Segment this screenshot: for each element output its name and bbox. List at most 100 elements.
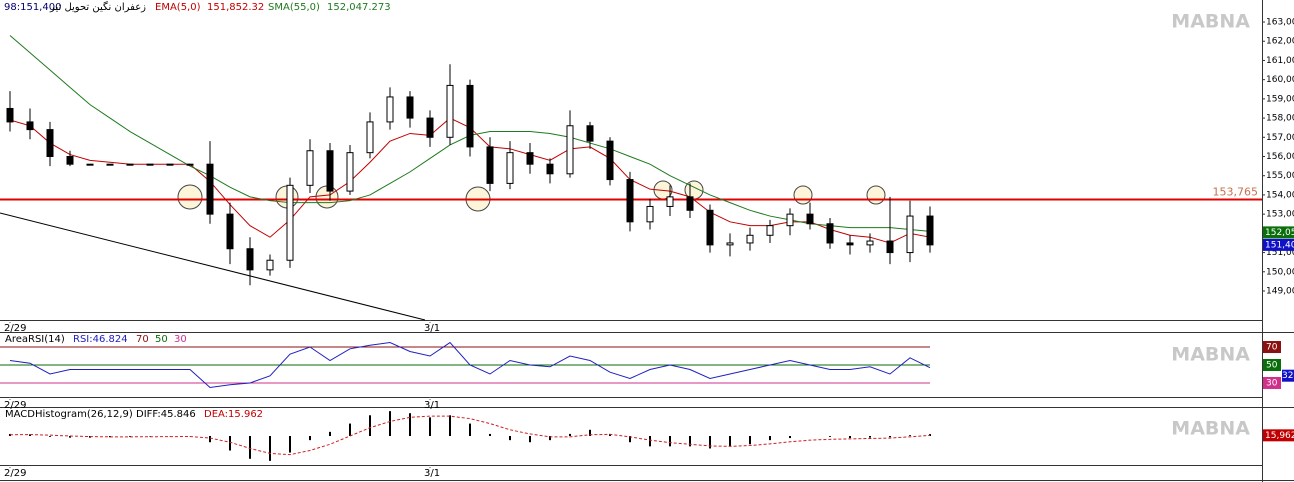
candle-body bbox=[546, 163, 554, 175]
symbol-name: زعفران نگین تحویل تیر bbox=[49, 1, 146, 13]
y-tick-label: 150,00 bbox=[1266, 267, 1294, 277]
candle-body bbox=[426, 117, 434, 138]
candle-body bbox=[666, 196, 674, 207]
y-tick-label: 162,00 bbox=[1266, 37, 1294, 47]
candle-body bbox=[566, 125, 574, 175]
marker-circle bbox=[177, 184, 203, 210]
candle-body bbox=[746, 234, 754, 244]
candle-body bbox=[606, 140, 614, 181]
candle-body bbox=[246, 248, 254, 271]
value-tag bbox=[1282, 369, 1294, 382]
candle-body bbox=[146, 163, 154, 166]
value-tag bbox=[1263, 429, 1294, 442]
rsi-level: 50 bbox=[155, 334, 168, 345]
x-tick-label: 2/29 bbox=[4, 468, 26, 479]
x-tick-label: 3/1 bbox=[424, 468, 440, 479]
candle-body bbox=[86, 163, 94, 166]
level-tag-label: 50 bbox=[1266, 361, 1278, 371]
candle-body bbox=[886, 240, 894, 254]
candle-body bbox=[846, 242, 854, 246]
candle-body bbox=[866, 240, 874, 246]
candle-body bbox=[626, 179, 634, 223]
legend-name: EMA(5,0) bbox=[155, 2, 201, 13]
legend-value: 152,047.273 bbox=[327, 2, 391, 13]
rsi-value: RSI:46.824 bbox=[73, 334, 128, 345]
level-tag bbox=[1263, 341, 1281, 354]
y-tick-label: 158,00 bbox=[1266, 114, 1294, 124]
candle-body bbox=[46, 129, 54, 158]
candle-body bbox=[706, 209, 714, 246]
y-tick-label: 157,00 bbox=[1266, 133, 1294, 143]
candle-body bbox=[206, 163, 214, 215]
y-tick-label: 159,00 bbox=[1266, 94, 1294, 104]
legend-name: SMA(55,0) bbox=[268, 2, 320, 13]
rsi-line bbox=[9, 341, 931, 388]
y-tick-label: 156,00 bbox=[1266, 152, 1294, 162]
y-tick-label: 160,00 bbox=[1266, 75, 1294, 85]
candle-body bbox=[126, 163, 134, 166]
symbol-price: 98:151,400 bbox=[4, 2, 61, 13]
candle-body bbox=[486, 146, 494, 184]
rsi-level: 30 bbox=[174, 334, 187, 345]
legend-value: 151,852.32 bbox=[207, 2, 264, 13]
macd-diff: DIFF:45.846 bbox=[136, 409, 196, 420]
watermark: MABNA bbox=[1171, 11, 1250, 33]
x-tick-label: 2/29 bbox=[4, 323, 26, 334]
candle-body bbox=[286, 184, 294, 261]
y-tick-label: 151,00 bbox=[1266, 248, 1294, 258]
candle-body bbox=[526, 152, 534, 165]
candle-body bbox=[386, 96, 394, 123]
candle-body bbox=[686, 196, 694, 211]
candle-body bbox=[926, 215, 934, 246]
candle-body bbox=[646, 205, 654, 223]
candle-body bbox=[326, 150, 334, 192]
candle-body bbox=[6, 107, 14, 123]
rsi-level: 70 bbox=[136, 334, 149, 345]
rsi-title: AreaRSI(14) bbox=[5, 334, 65, 345]
x-tick-label: 3/1 bbox=[424, 400, 440, 411]
macd-dea: DEA:15.962 bbox=[204, 409, 263, 420]
candle-body bbox=[906, 215, 914, 254]
candle-body bbox=[166, 163, 174, 166]
price-tag-label: 151,40 bbox=[1265, 240, 1294, 250]
candle-body bbox=[66, 156, 74, 165]
candle-body bbox=[826, 223, 834, 244]
level-tag bbox=[1263, 376, 1281, 389]
y-tick-label: 155,00 bbox=[1266, 171, 1294, 181]
candle-body bbox=[506, 152, 514, 184]
candle-body bbox=[366, 121, 374, 154]
candle-body bbox=[766, 225, 774, 236]
y-tick-label: 153,00 bbox=[1266, 210, 1294, 220]
candle-body bbox=[446, 84, 454, 138]
price-tag bbox=[1263, 226, 1294, 239]
candle-body bbox=[806, 213, 814, 225]
candle-body bbox=[406, 96, 414, 119]
price-tag-label: 152,05 bbox=[1265, 228, 1294, 238]
candle-body bbox=[346, 152, 354, 192]
level-tag-label: 70 bbox=[1266, 343, 1278, 353]
level-tag-label: 30 bbox=[1266, 378, 1278, 388]
marker-circle bbox=[793, 185, 813, 205]
candle-body bbox=[586, 125, 594, 142]
value-tag-label: 324 bbox=[1282, 371, 1294, 381]
candle-body bbox=[726, 242, 734, 246]
candle-body bbox=[226, 213, 234, 250]
y-tick-label: 154,00 bbox=[1266, 190, 1294, 200]
candle-body bbox=[26, 121, 34, 131]
watermark: MABNA bbox=[1171, 344, 1250, 366]
candle-body bbox=[106, 163, 114, 166]
candle-body bbox=[306, 150, 314, 186]
watermark: MABNA bbox=[1171, 418, 1250, 440]
level-label: 153,765 bbox=[1213, 185, 1259, 198]
marker-circle bbox=[866, 185, 886, 205]
candle-body bbox=[466, 84, 474, 148]
level-tag bbox=[1263, 359, 1281, 371]
x-tick-label: 2/29 bbox=[4, 400, 26, 411]
y-tick-label: 161,00 bbox=[1266, 56, 1294, 66]
y-tick-label: 163,00 bbox=[1266, 18, 1294, 28]
macd-title: MACDHistogram(26,12,9) bbox=[5, 409, 133, 420]
trend-line bbox=[0, 212, 426, 321]
